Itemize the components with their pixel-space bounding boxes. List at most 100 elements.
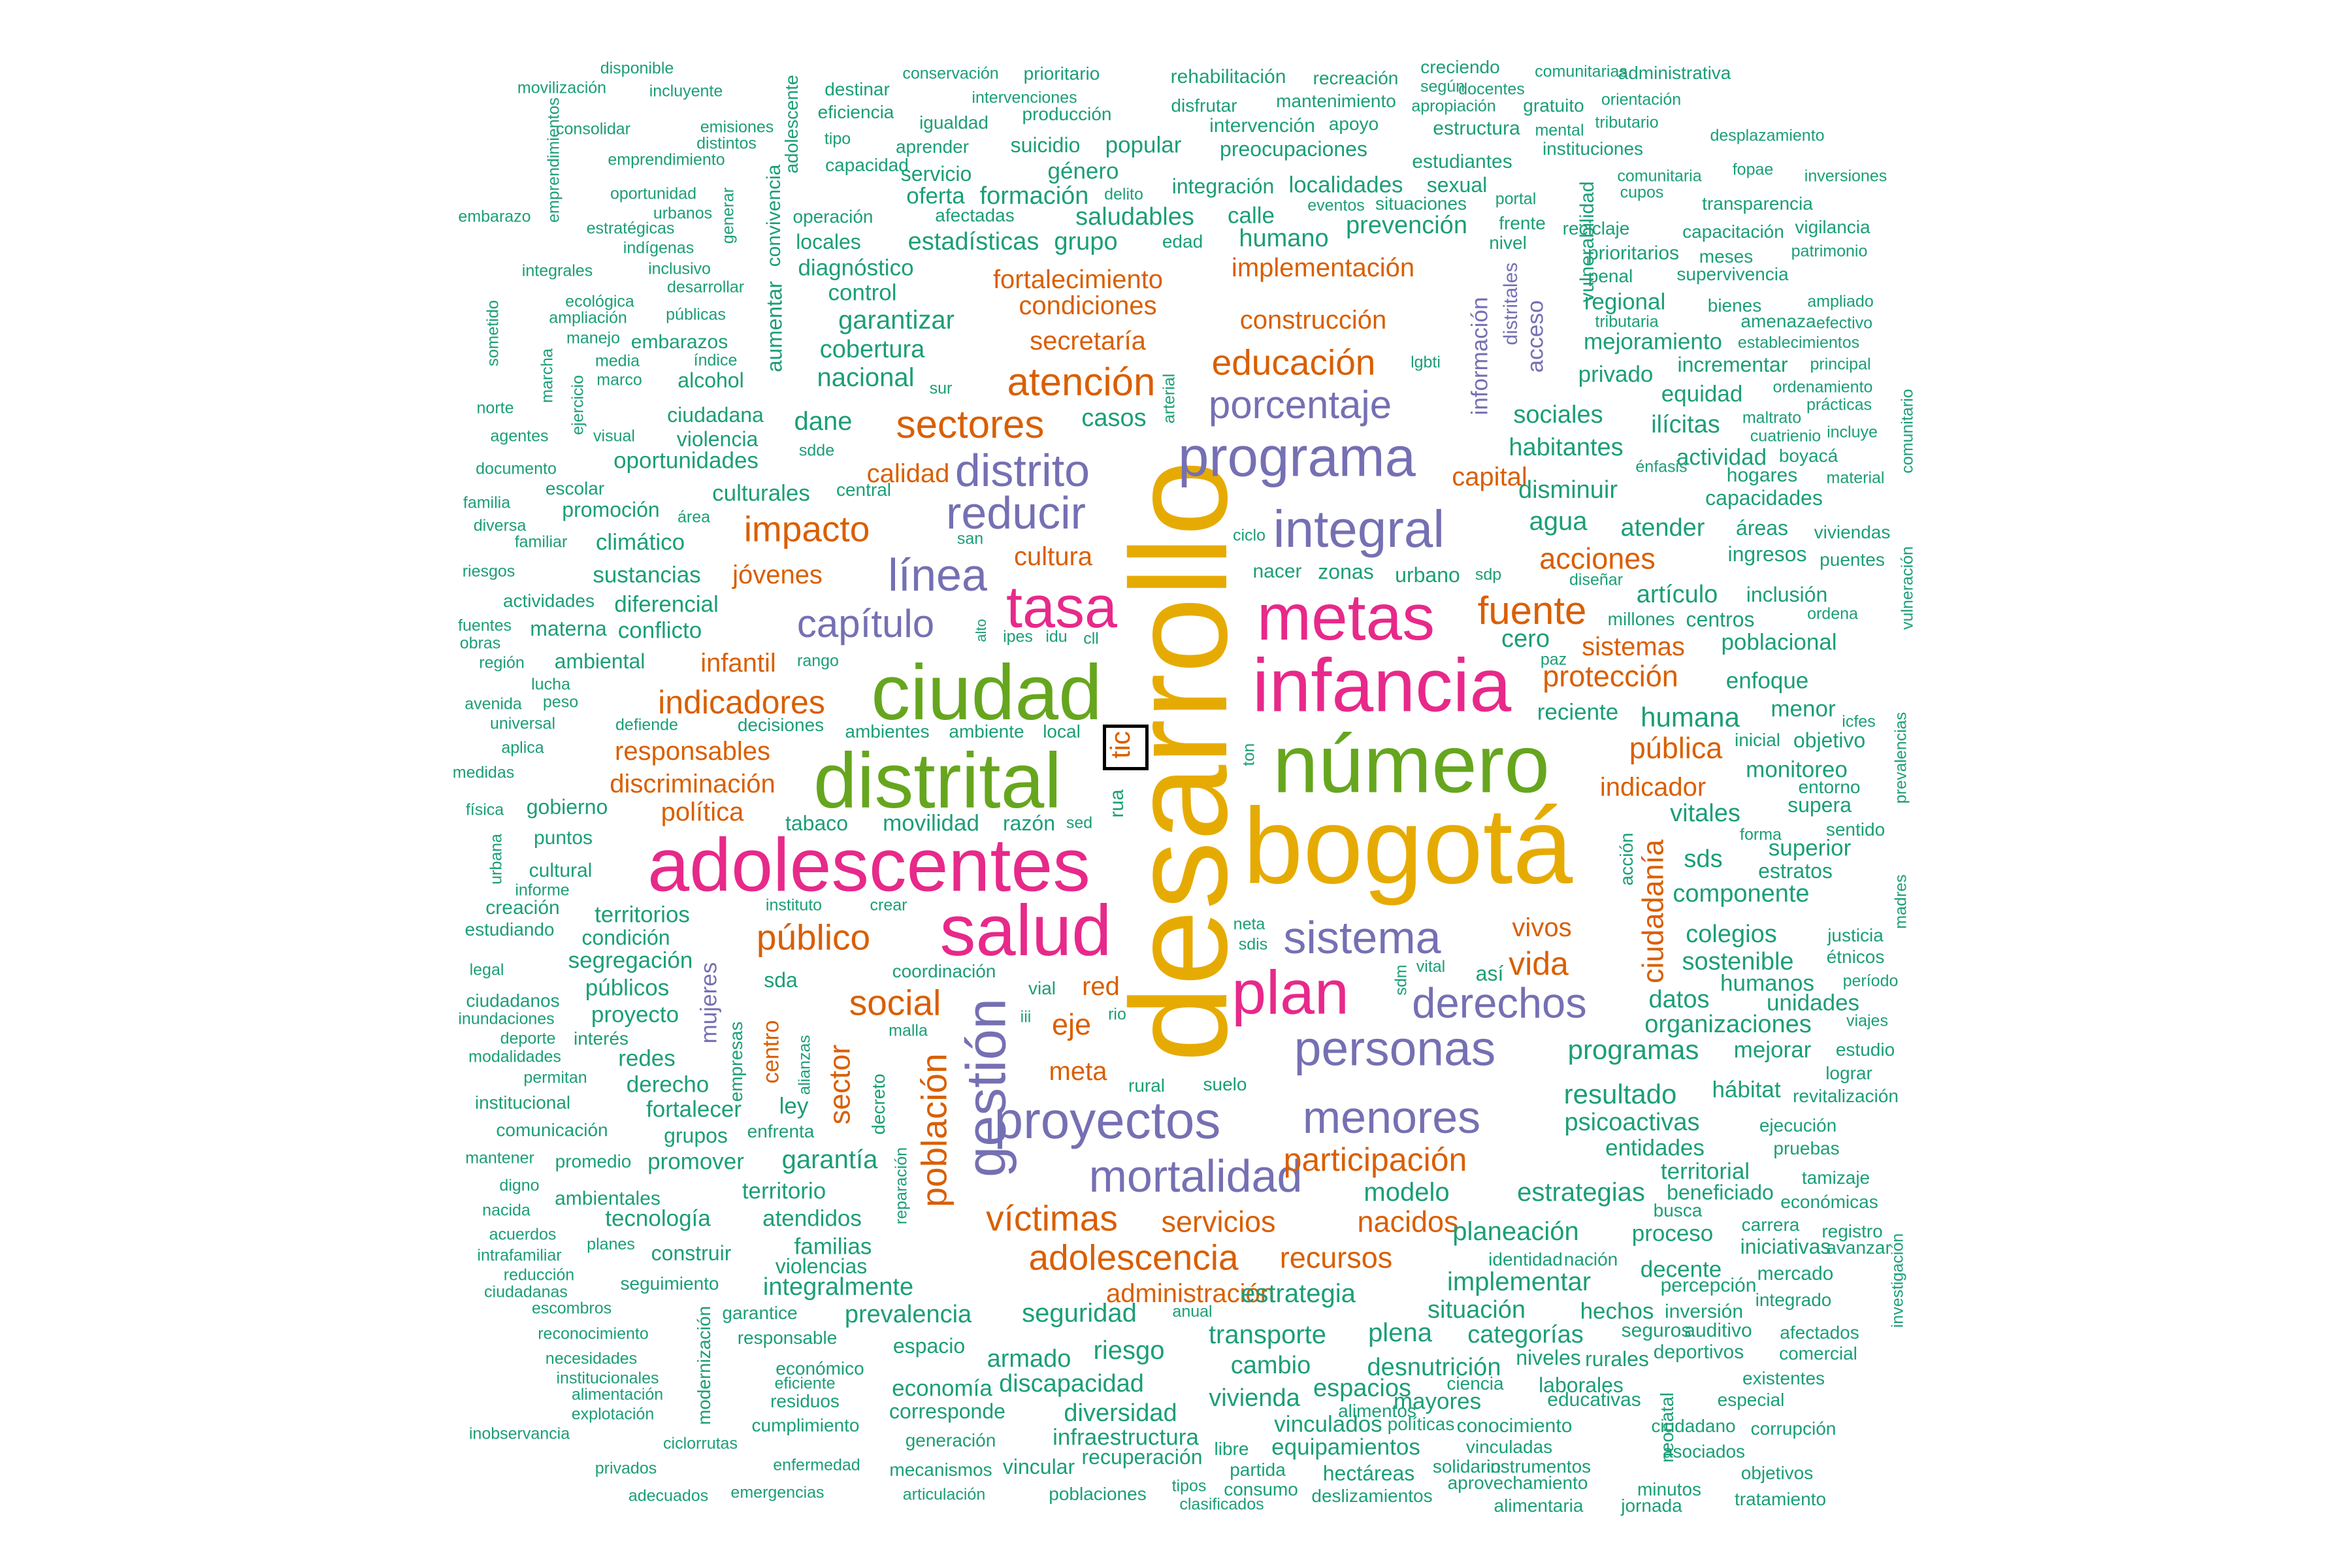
word-hogares: hogares bbox=[1726, 465, 1798, 486]
word-responsables: responsables bbox=[615, 737, 770, 766]
word-permitan: permitan bbox=[523, 1068, 587, 1087]
word-numero: número bbox=[1273, 719, 1550, 810]
word-mantenimiento: mantenimiento bbox=[1276, 91, 1396, 111]
word-emprendimiento: emprendimiento bbox=[608, 150, 725, 169]
word-informe: informe bbox=[515, 881, 570, 900]
word-meta: meta bbox=[1049, 1057, 1107, 1086]
word-conservacion: conservación bbox=[902, 64, 999, 83]
word-sometido: sometido bbox=[483, 300, 502, 367]
word-habitat: hábitat bbox=[1712, 1077, 1781, 1103]
word-poblacion: población bbox=[913, 1053, 955, 1207]
word-genero: género bbox=[1047, 158, 1119, 184]
word-recreacion: recreación bbox=[1313, 68, 1399, 88]
word-corresponde: corresponde bbox=[889, 1399, 1005, 1423]
word-redes: redes bbox=[618, 1045, 676, 1071]
word-economico: económico bbox=[776, 1358, 864, 1379]
word-sentido: sentido bbox=[1825, 819, 1886, 840]
word-jovenes: jóvenes bbox=[732, 561, 823, 589]
word-vinculadas: vinculadas bbox=[1465, 1437, 1553, 1457]
word-disfrutar: disfrutar bbox=[1171, 95, 1237, 116]
word-reparacion: reparación bbox=[892, 1147, 911, 1225]
word-prevalencia: prevalencia bbox=[844, 1301, 972, 1328]
word-decente: decente bbox=[1640, 1256, 1722, 1282]
word-deportivos: deportivos bbox=[1653, 1341, 1744, 1363]
word-familiar: familiar bbox=[514, 532, 568, 551]
word-tributaria: tributaria bbox=[1595, 312, 1659, 331]
word-superior: superior bbox=[1768, 835, 1852, 861]
word-gratuito: gratuito bbox=[1523, 95, 1584, 116]
word-revitalizacion: revitalización bbox=[1793, 1086, 1899, 1106]
word-prioritario: prioritario bbox=[1023, 63, 1100, 84]
word-privados: privados bbox=[595, 1459, 657, 1478]
word-necesidades: necesidades bbox=[545, 1349, 638, 1368]
word-ton: ton bbox=[1239, 743, 1258, 766]
word-familias: familias bbox=[794, 1233, 872, 1260]
word-resultado: resultado bbox=[1563, 1079, 1677, 1109]
word-humanos: humanos bbox=[1720, 970, 1814, 996]
word-region: región bbox=[479, 653, 525, 672]
word-nacer: nacer bbox=[1252, 561, 1302, 582]
word-vinculados: vinculados bbox=[1274, 1411, 1382, 1437]
word-responsable: responsable bbox=[737, 1328, 838, 1348]
word-espacio: espacio bbox=[892, 1334, 966, 1358]
word-capacitacion: capacitación bbox=[1682, 221, 1784, 242]
word-aplica: aplica bbox=[501, 738, 544, 757]
word-madres: madres bbox=[1891, 874, 1910, 929]
word-minutos: minutos bbox=[1637, 1479, 1702, 1499]
word-amenaza: amenaza bbox=[1740, 311, 1816, 331]
word-ampliacion: ampliación bbox=[549, 308, 627, 327]
word-tributario: tributario bbox=[1595, 113, 1659, 132]
word-politicas: políticas bbox=[1387, 1414, 1455, 1434]
word-niveles: niveles bbox=[1516, 1346, 1581, 1369]
word-victimas: víctimas bbox=[986, 1198, 1118, 1239]
word-intervenciones: intervenciones bbox=[972, 88, 1077, 107]
word-movilidad: movilidad bbox=[883, 810, 979, 836]
word-indigenas: indígenas bbox=[623, 238, 694, 257]
word-suelo: suelo bbox=[1203, 1074, 1247, 1094]
word-viajes: viajes bbox=[1846, 1011, 1888, 1030]
word-ciudad: ciudad bbox=[871, 649, 1102, 736]
word-consolidar: consolidar bbox=[556, 120, 630, 139]
word-materna: materna bbox=[530, 617, 607, 640]
word-nacional: nacional bbox=[817, 363, 915, 392]
word-humana: humana bbox=[1641, 702, 1740, 732]
word-conflicto: conflicto bbox=[617, 617, 702, 644]
word-integrales: integrales bbox=[521, 261, 593, 280]
word-instituto: instituto bbox=[765, 896, 823, 915]
word-impacto: impacto bbox=[743, 508, 870, 549]
word-riesgo: riesgo bbox=[1093, 1336, 1165, 1365]
word-investigacion: investigación bbox=[1888, 1233, 1907, 1328]
word-diagnostico: diagnóstico bbox=[798, 255, 914, 281]
word-disminuir: disminuir bbox=[1518, 476, 1618, 504]
word-supera: supera bbox=[1788, 793, 1852, 817]
word-marcha: marcha bbox=[538, 348, 557, 403]
word-economia: economía bbox=[892, 1375, 992, 1401]
word-disenar: diseñar bbox=[1569, 570, 1623, 589]
word-emisiones: emisiones bbox=[700, 118, 774, 137]
word-ambientales: ambientales bbox=[555, 1188, 661, 1209]
word-embarazo: embarazo bbox=[458, 207, 531, 226]
word-avenida: avenida bbox=[465, 694, 522, 713]
word-prevencion: prevención bbox=[1346, 212, 1467, 239]
word-alto: alto bbox=[973, 619, 989, 642]
word-manejo: manejo bbox=[566, 329, 620, 348]
word-estadisticas: estadísticas bbox=[907, 228, 1039, 255]
word-sistema: sistema bbox=[1283, 912, 1441, 963]
word-nacida: nacida bbox=[482, 1201, 531, 1220]
word-universal: universal bbox=[489, 714, 556, 733]
word-social: social bbox=[849, 982, 941, 1023]
word-afectados: afectados bbox=[1780, 1322, 1859, 1343]
word-justicia: justicia bbox=[1827, 925, 1884, 945]
word-monitoreo: monitoreo bbox=[1746, 757, 1848, 783]
word-indicador: indicador bbox=[1599, 773, 1707, 802]
word-etnicos: étnicos bbox=[1826, 947, 1885, 967]
word-institucional: institucional bbox=[474, 1092, 571, 1113]
word-objetivo: objetivo bbox=[1793, 728, 1866, 752]
word-tasa: tasa bbox=[1005, 575, 1118, 640]
word-clasificados: clasificados bbox=[1179, 1495, 1264, 1514]
word-entidades: entidades bbox=[1605, 1135, 1705, 1161]
word-inicial: inicial bbox=[1734, 730, 1781, 750]
word-mantener: mantener bbox=[465, 1149, 534, 1168]
word-sdp: sdp bbox=[1475, 565, 1502, 584]
